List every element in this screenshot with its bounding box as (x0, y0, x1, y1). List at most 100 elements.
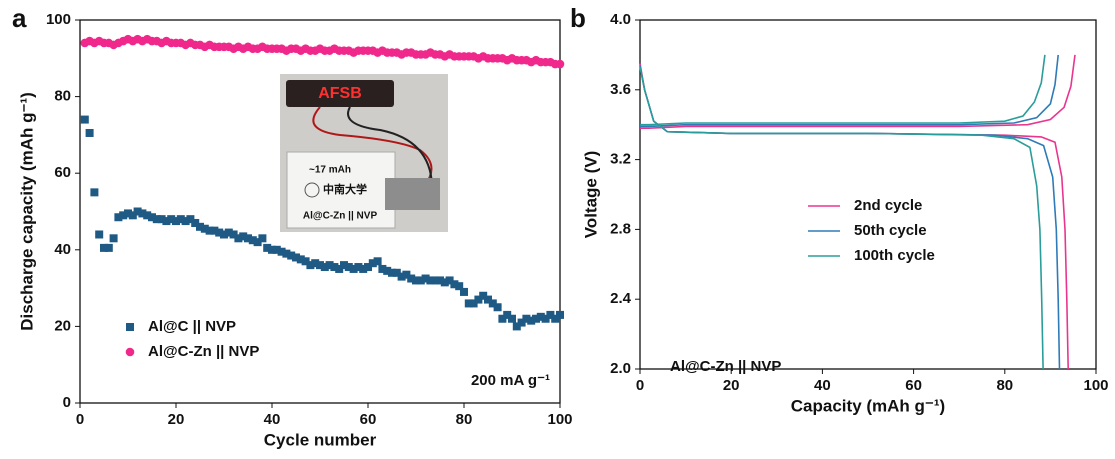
point (133, 207, 142, 216)
legend-marker (125, 347, 135, 357)
point (440, 278, 449, 287)
point (450, 280, 459, 289)
point (253, 238, 262, 247)
inset-photo: AFSB ~17 mAh 中南大学 Al@C-Zn || NVP (280, 74, 448, 232)
y-tick-label: 100 (46, 11, 71, 28)
point (316, 261, 324, 270)
line (639, 54, 1046, 370)
point (431, 276, 440, 285)
point (368, 259, 377, 268)
legend-label: 2nd cycle (854, 197, 922, 214)
point (469, 299, 478, 308)
y-tick-label: 2.0 (610, 360, 631, 377)
y-tick-label: 3.6 (610, 81, 631, 98)
wire (312, 106, 433, 186)
point (527, 316, 536, 325)
point (460, 287, 468, 296)
point (359, 264, 368, 273)
point (503, 310, 512, 319)
logo (304, 182, 320, 198)
point (148, 213, 156, 222)
point (556, 310, 564, 319)
point (200, 224, 209, 233)
point (138, 209, 147, 218)
point (354, 263, 363, 272)
point (436, 276, 444, 285)
x-tick-label: 40 (264, 411, 281, 428)
inset-text: 中南大学 (323, 182, 367, 196)
point (85, 128, 94, 137)
y-tick-label: 40 (54, 241, 71, 258)
legend-label: Al@C-Zn || NVP (148, 343, 259, 360)
point (191, 218, 200, 227)
plot-frame (639, 19, 1097, 370)
point (536, 312, 545, 321)
point (364, 263, 372, 272)
point (325, 261, 334, 270)
point (378, 264, 387, 273)
point (224, 228, 233, 237)
x-tick-label: 20 (168, 411, 185, 428)
point (320, 263, 329, 272)
point (493, 303, 502, 312)
point (114, 213, 123, 222)
y-axis-label: Voltage (V) (581, 151, 600, 239)
point (104, 243, 113, 252)
point (455, 282, 464, 291)
point (397, 272, 406, 281)
point (244, 234, 252, 243)
point (421, 274, 430, 283)
point (272, 245, 281, 254)
point (292, 253, 300, 262)
point (532, 314, 540, 323)
x-tick-label: 100 (1083, 377, 1108, 394)
point (340, 261, 348, 270)
point (162, 217, 171, 226)
point (205, 226, 214, 235)
point (555, 59, 565, 69)
line (639, 54, 1061, 370)
point (301, 257, 310, 266)
x-tick-label: 100 (547, 411, 572, 428)
point (287, 251, 296, 260)
point (479, 291, 488, 300)
y-tick-label: 60 (54, 164, 71, 181)
legend-label: Al@C || NVP (148, 318, 236, 335)
point (186, 215, 195, 224)
point (95, 230, 104, 239)
point (282, 249, 291, 258)
led-badge (286, 80, 394, 107)
panel-label: b (570, 3, 586, 33)
point (517, 318, 526, 327)
point (498, 314, 507, 323)
point (349, 264, 358, 273)
point (335, 264, 344, 273)
point (412, 276, 420, 285)
point (124, 209, 132, 218)
x-tick-label: 0 (636, 377, 644, 394)
x-tick-label: 60 (360, 411, 377, 428)
point (512, 322, 521, 331)
point (445, 276, 454, 285)
point (109, 234, 118, 243)
point (484, 295, 492, 304)
inset-text: Al@C-Zn || NVP (303, 211, 378, 222)
legend-label: 100th cycle (854, 247, 935, 264)
x-tick-label: 60 (905, 377, 922, 394)
legend-marker (126, 323, 134, 331)
point (157, 215, 166, 224)
wire (347, 106, 433, 186)
connector (385, 178, 440, 210)
point (306, 261, 315, 270)
y-tick-label: 80 (54, 88, 71, 105)
point (167, 215, 176, 224)
annotation: 200 mA g⁻¹ (471, 372, 550, 389)
x-tick-label: 40 (814, 377, 831, 394)
point (152, 215, 161, 224)
point (80, 115, 89, 124)
point (215, 228, 224, 237)
plot-frame (79, 19, 561, 404)
y-tick-label: 0 (63, 394, 71, 411)
x-tick-label: 20 (723, 377, 740, 394)
point (119, 211, 128, 220)
